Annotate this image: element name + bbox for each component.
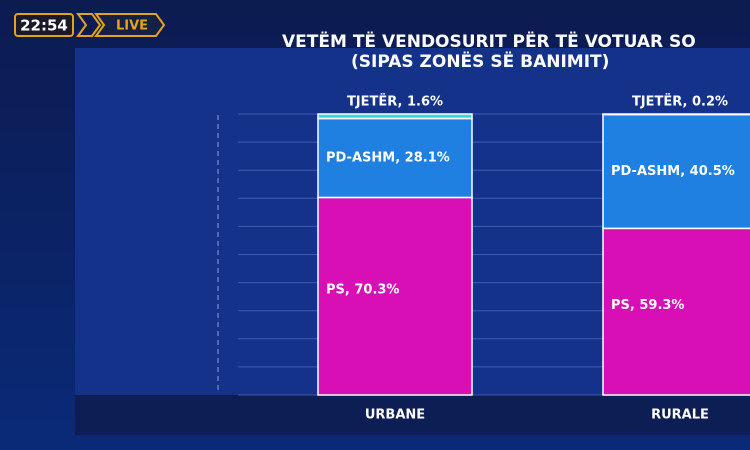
data-label: PD-ASHM, 40.5% xyxy=(611,164,735,179)
bar-segment xyxy=(602,227,750,396)
bar-segment xyxy=(602,113,750,116)
time: 22:54 xyxy=(20,17,68,35)
chart-title: VETËM TË VENDOSURIT PËR TË VOTUAR SO xyxy=(282,30,696,52)
x-tick-label: RURALE xyxy=(651,408,709,423)
data-label: PS, 59.3% xyxy=(611,298,684,313)
data-label: TJETËR, 0.2% xyxy=(632,94,728,110)
bar-segment xyxy=(317,113,473,120)
data-label: PS, 70.3% xyxy=(326,283,399,298)
bar-segment xyxy=(317,117,473,199)
bar-segment xyxy=(317,196,473,396)
chevron xyxy=(76,13,102,37)
bar-segment xyxy=(602,113,750,230)
live-badge xyxy=(94,13,166,37)
live: LIVE xyxy=(116,19,148,34)
data-label: TJETËR, 1.6% xyxy=(347,94,443,110)
x-tick-label: URBANE xyxy=(365,408,425,423)
category-band xyxy=(75,395,750,435)
chart-subtitle: (SIPAS ZONËS SË BANIMIT) xyxy=(351,50,609,72)
data-label: PD-ASHM, 28.1% xyxy=(326,150,450,165)
time-badge xyxy=(14,13,74,37)
